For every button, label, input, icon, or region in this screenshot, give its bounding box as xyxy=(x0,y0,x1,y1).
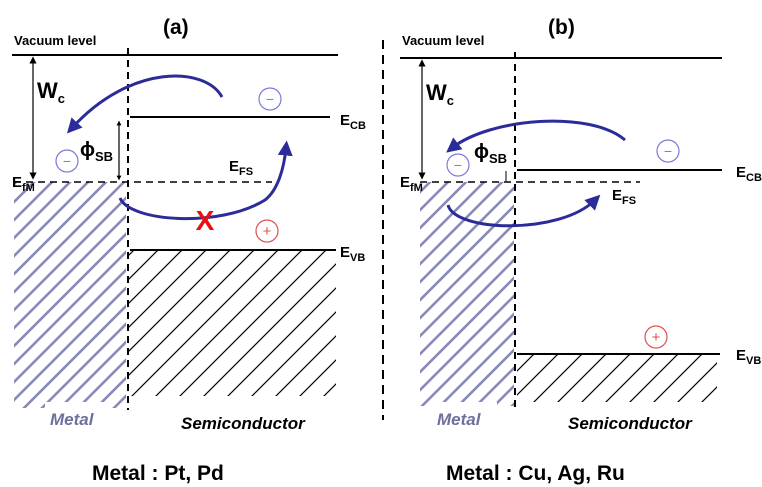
panel-b-caption: Metal : Cu, Ag, Ru xyxy=(446,462,625,485)
panel-b-tag: (b) xyxy=(548,16,575,39)
panel-b-efm-label: EfM xyxy=(400,174,423,194)
panel-a-vacuum-level-label: Vacuum level xyxy=(14,33,96,48)
panel-b-semiconductor-valence-region xyxy=(517,354,717,402)
panel-a-ecb-label: ECB xyxy=(340,112,366,132)
panel-b-metal-label-box xyxy=(433,402,497,434)
panel-a-caption: Metal : Pt, Pd xyxy=(92,462,224,485)
panel-a-metal-region xyxy=(14,182,126,408)
svg-text:+: + xyxy=(652,329,661,346)
panel-b-wc-label: Wc xyxy=(426,80,454,108)
svg-text:−: − xyxy=(664,143,672,159)
panel-a-efs-label: EFS xyxy=(229,158,253,178)
panel-b-semiconductor-label: Semiconductor xyxy=(568,414,693,433)
panel-a-electron-metal: − xyxy=(55,149,79,173)
panel-b-phi-sb-label: ϕSB xyxy=(474,141,507,166)
panel-b-metal-label: Metal xyxy=(437,410,482,429)
panel-b-efs-label: EFS xyxy=(612,187,636,207)
panel-b-evb-label: EVB xyxy=(736,347,761,367)
panel-a-electron-semiconductor: − xyxy=(258,87,282,111)
panel-a-semiconductor-label: Semiconductor xyxy=(181,414,306,433)
svg-text:+: + xyxy=(263,223,272,240)
svg-text:−: − xyxy=(63,153,71,169)
panel-b: (b) Vacuum level Wc ϕSB EfM EFS ECB EVB xyxy=(400,16,762,485)
panel-b-electron-transfer-arrow xyxy=(446,119,626,153)
svg-text:−: − xyxy=(454,157,462,173)
svg-text:−: − xyxy=(266,91,274,107)
panel-a-wc-label: Wc xyxy=(37,78,65,106)
panel-a: (a) Vacuum level Wc ϕSB EfM EFS ECB EVB xyxy=(12,16,366,485)
panel-a-evb-label: EVB xyxy=(340,244,365,264)
panel-b-ecb-label: ECB xyxy=(736,164,762,184)
panel-a-blocked-mark: X xyxy=(196,205,215,236)
panel-b-back-transfer-arrow xyxy=(446,194,601,228)
panel-a-metal-label-box xyxy=(45,402,109,434)
panel-a-tag: (a) xyxy=(163,16,189,39)
panel-a-metal-label: Metal xyxy=(50,410,95,429)
panel-a-phi-sb-label: ϕSB xyxy=(80,139,113,164)
panel-a-electron-transfer-arrow xyxy=(66,74,224,134)
panel-b-vacuum-level-label: Vacuum level xyxy=(402,33,484,48)
panel-b-hole: + xyxy=(644,325,668,349)
panel-b-electron-semiconductor: − xyxy=(656,139,680,163)
panel-a-hole: + xyxy=(255,219,279,243)
panel-a-semiconductor-valence-region xyxy=(128,250,336,396)
panel-a-efm-label: EfM xyxy=(12,174,35,194)
panel-b-metal-region xyxy=(420,182,514,406)
panel-b-electron-metal: − xyxy=(446,153,470,177)
panel-a-back-transfer-arrow xyxy=(118,140,293,221)
